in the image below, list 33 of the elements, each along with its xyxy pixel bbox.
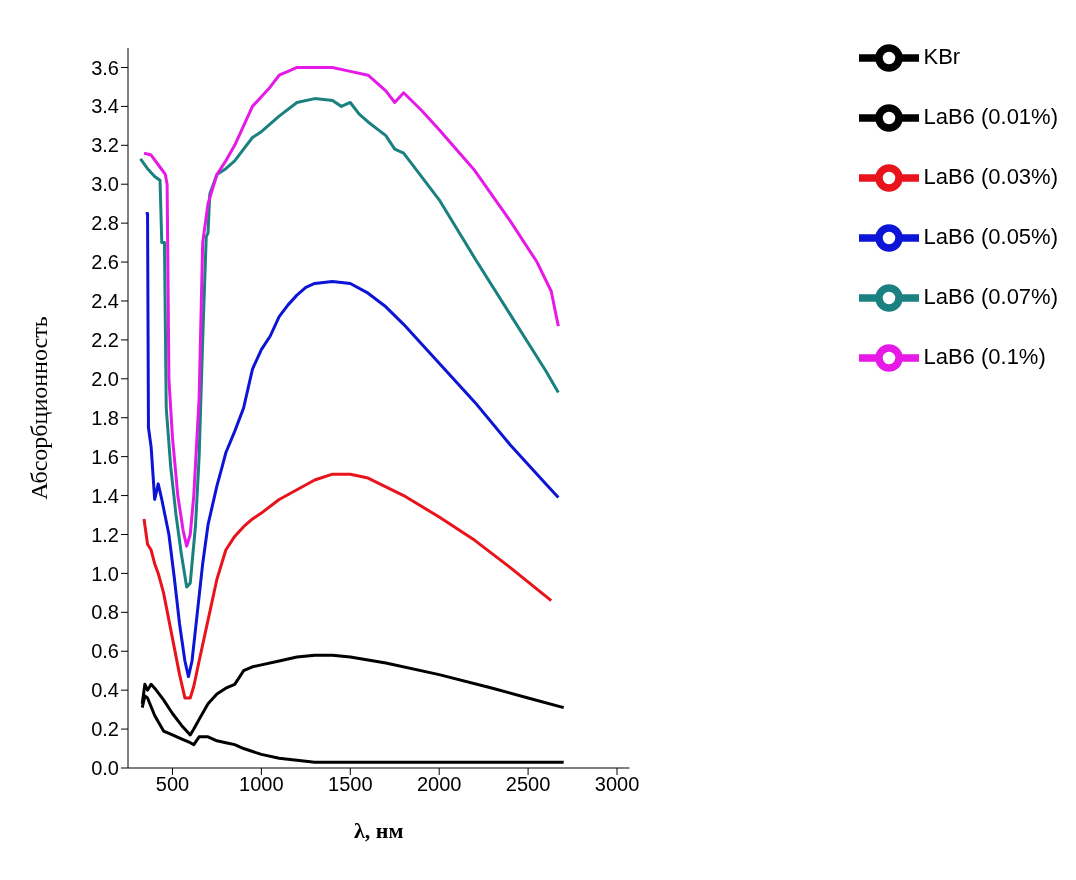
x-tick-label: 2500 xyxy=(505,773,551,796)
y-tick-label: 1.2 xyxy=(91,523,119,546)
x-tick-label: 1500 xyxy=(328,773,373,796)
y-tick-label: 0.0 xyxy=(91,757,119,780)
y-tick-label: 1.0 xyxy=(91,562,119,585)
y-tick-label: 1.4 xyxy=(91,484,119,507)
legend-label: KBr xyxy=(923,43,961,69)
y-tick-label: 2.8 xyxy=(91,212,119,235)
y-tick-label: 1.6 xyxy=(91,445,119,468)
y-tick-label: 2.0 xyxy=(91,367,119,390)
y-tick-label: 0.2 xyxy=(91,718,119,741)
legend-label: LaB6 (0.05%) xyxy=(923,223,1058,249)
legend-label: LaB6 (0.07%) xyxy=(923,283,1058,309)
y-tick-label: 2.4 xyxy=(91,290,119,313)
x-axis-title: λ, нм xyxy=(354,818,404,843)
x-tick-label: 1000 xyxy=(239,773,284,796)
x-tick-label: 2000 xyxy=(416,773,462,796)
x-tick-label: 500 xyxy=(155,773,190,796)
legend-label: LaB6 (0.1%) xyxy=(923,343,1046,369)
y-axis-title: Абсорбционность xyxy=(25,316,52,500)
x-tick-label: 3000 xyxy=(594,773,640,796)
y-tick-label: 3.4 xyxy=(91,95,119,118)
y-tick-label: 1.8 xyxy=(91,406,119,429)
y-tick-label: 2.2 xyxy=(91,328,119,351)
legend-label: LaB6 (0.03%) xyxy=(923,163,1058,189)
y-tick-label: 3.6 xyxy=(91,56,119,79)
y-tick-label: 3.2 xyxy=(91,134,119,157)
y-tick-label: 2.6 xyxy=(91,251,119,274)
y-tick-label: 0.6 xyxy=(91,640,119,663)
y-tick-label: 3.0 xyxy=(91,173,119,196)
y-tick-label: 0.4 xyxy=(91,679,119,702)
legend-label: LaB6 (0.01%) xyxy=(923,103,1058,129)
y-tick-label: 0.8 xyxy=(91,601,119,624)
